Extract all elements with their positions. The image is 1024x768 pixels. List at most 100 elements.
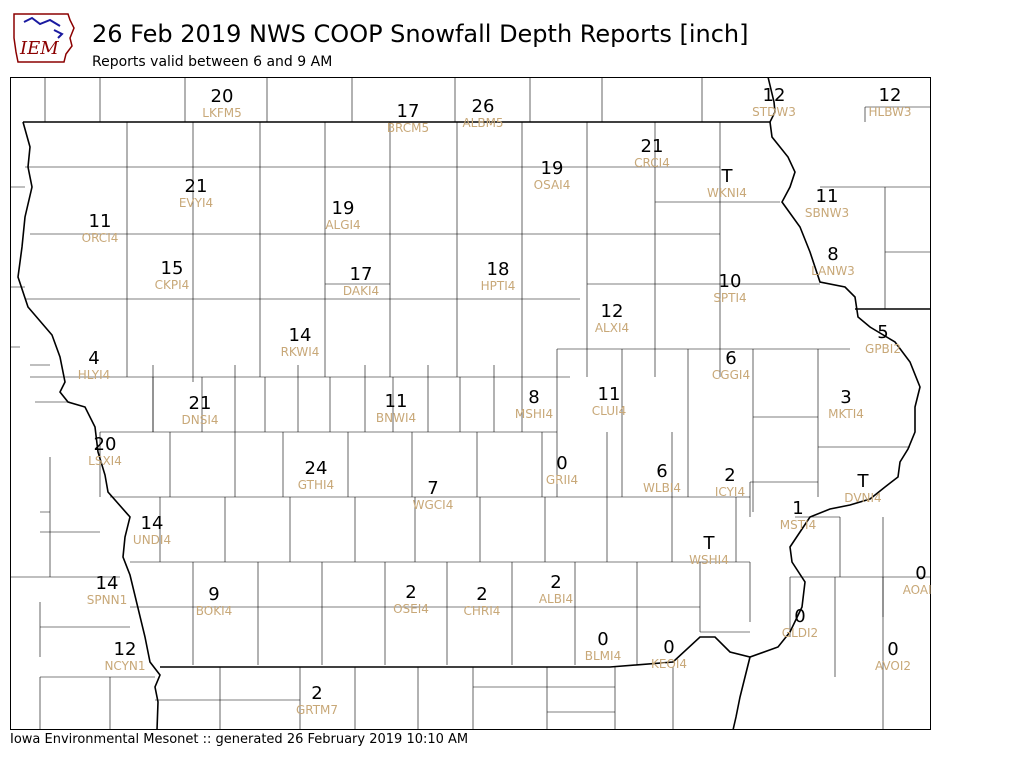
station-id-label: ALXI4 bbox=[595, 321, 629, 335]
station-id-label: DAKI4 bbox=[343, 284, 379, 298]
snow-depth-value: 0 bbox=[597, 629, 608, 650]
station-id-label: BNWI4 bbox=[376, 411, 416, 425]
snow-depth-value: 10 bbox=[719, 271, 742, 292]
station-report: 0AOAI2 bbox=[903, 563, 931, 597]
station-id-label: CHRI4 bbox=[464, 604, 501, 618]
snow-depth-value: 12 bbox=[114, 639, 137, 660]
station-id-label: ALBM5 bbox=[462, 116, 503, 130]
snow-depth-value: 20 bbox=[94, 434, 117, 455]
station-id-label: WLBI4 bbox=[643, 481, 681, 495]
station-id-label: LKFM5 bbox=[202, 106, 241, 120]
station-id-label: GRII4 bbox=[546, 473, 578, 487]
snow-depth-value: 14 bbox=[289, 325, 312, 346]
station-id-label: WGCI4 bbox=[413, 498, 454, 512]
iem-logo: IEM bbox=[10, 8, 78, 64]
station-id-label: CKPI4 bbox=[155, 278, 190, 292]
footer-credit: Iowa Environmental Mesonet :: generated … bbox=[10, 732, 469, 747]
snow-depth-value: 19 bbox=[332, 198, 355, 219]
snow-depth-value: 18 bbox=[487, 259, 510, 280]
snow-depth-value: 12 bbox=[879, 85, 902, 106]
station-id-label: RKWI4 bbox=[281, 345, 320, 359]
station-id-label: SPNN1 bbox=[87, 593, 127, 607]
station-id-label: MKTI4 bbox=[828, 407, 864, 421]
county-boundaries bbox=[10, 77, 930, 730]
station-id-label: LSXI4 bbox=[88, 454, 122, 468]
snow-depth-value: 6 bbox=[656, 461, 667, 482]
station-id-label: AOAI2 bbox=[903, 583, 931, 597]
station-id-label: GPBI2 bbox=[865, 342, 901, 356]
snow-depth-value: 12 bbox=[601, 301, 624, 322]
station-id-label: LANW3 bbox=[811, 264, 855, 278]
station-id-label: BRCM5 bbox=[387, 121, 429, 135]
snow-depth-value: 24 bbox=[305, 458, 328, 479]
snow-depth-value: 21 bbox=[189, 393, 212, 414]
station-id-label: UNDI4 bbox=[133, 533, 171, 547]
snow-depth-value: 15 bbox=[161, 258, 184, 279]
station-id-label: ALBI4 bbox=[539, 592, 573, 606]
snow-depth-value: 17 bbox=[350, 264, 373, 285]
station-id-label: ALGI4 bbox=[325, 218, 360, 232]
svg-text:IEM: IEM bbox=[19, 38, 59, 59]
station-id-label: STDW3 bbox=[752, 105, 796, 119]
snow-depth-value: 8 bbox=[827, 244, 838, 265]
snow-depth-value: 2 bbox=[724, 465, 735, 486]
station-id-label: CRCI4 bbox=[634, 156, 670, 170]
snow-depth-value: 11 bbox=[816, 186, 839, 207]
map-title: 26 Feb 2019 NWS COOP Snowfall Depth Repo… bbox=[92, 20, 749, 48]
snow-depth-value: T bbox=[703, 533, 716, 554]
snow-depth-value: 4 bbox=[88, 348, 99, 369]
station-id-label: WSHI4 bbox=[689, 553, 729, 567]
station-id-label: HLYI4 bbox=[78, 368, 111, 382]
state-boundaries bbox=[17, 77, 930, 730]
map-subtitle: Reports valid between 6 and 9 AM bbox=[92, 54, 333, 70]
station-id-label: CLUI4 bbox=[592, 404, 626, 418]
snow-depth-value: 11 bbox=[385, 391, 408, 412]
snow-depth-value: 5 bbox=[877, 322, 888, 343]
snow-depth-value: 14 bbox=[96, 573, 119, 594]
station-id-label: NCYN1 bbox=[104, 659, 145, 673]
snow-depth-value: 2 bbox=[405, 582, 416, 603]
station-id-label: GLDI2 bbox=[782, 626, 818, 640]
station-id-label: BOKI4 bbox=[196, 604, 233, 618]
station-id-label: HLBW3 bbox=[868, 105, 911, 119]
station-id-label: AVOI2 bbox=[875, 659, 911, 673]
snow-depth-value: T bbox=[721, 166, 734, 187]
station-id-label: BLMI4 bbox=[585, 649, 621, 663]
station-id-label: GRTM7 bbox=[296, 703, 338, 717]
station-id-label: SPTI4 bbox=[713, 291, 746, 305]
snow-depth-value: 17 bbox=[397, 101, 420, 122]
snow-depth-value: 20 bbox=[211, 86, 234, 107]
snow-depth-value: 12 bbox=[763, 85, 786, 106]
